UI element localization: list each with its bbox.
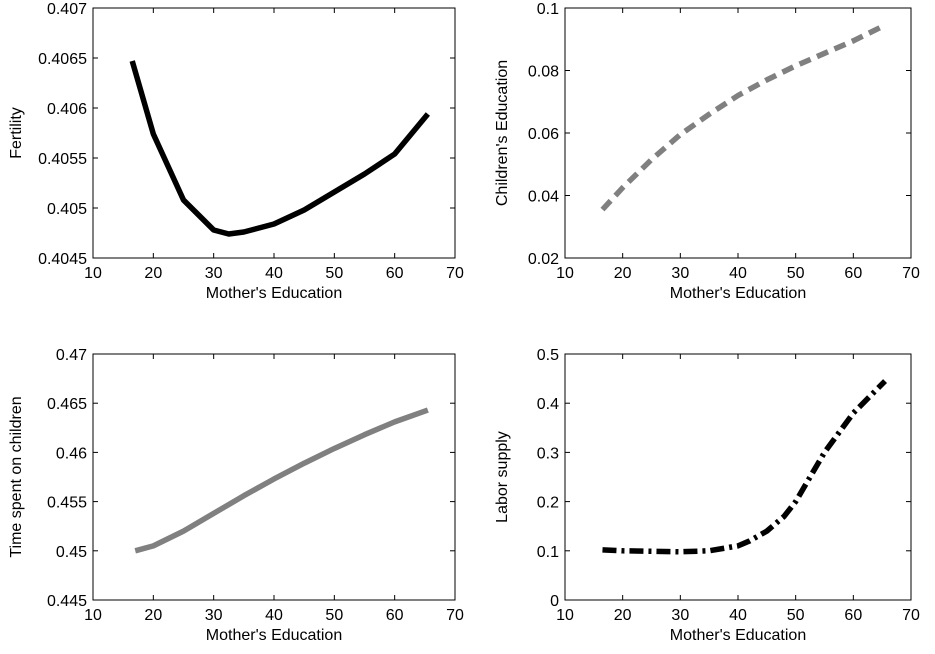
x-tick-label: 50 bbox=[787, 265, 805, 282]
x-tick-label: 20 bbox=[144, 607, 162, 624]
axes-frame bbox=[564, 353, 912, 601]
x-axis-label: Mother's Education bbox=[206, 627, 342, 644]
x-tick-label: 70 bbox=[902, 607, 920, 624]
y-tick-label: 0 bbox=[550, 593, 559, 610]
x-axis-label: Mother's Education bbox=[670, 285, 806, 302]
axes-frame bbox=[564, 7, 912, 259]
x-axis-label: Mother's Education bbox=[670, 627, 806, 644]
y-tick-label: 0.407 bbox=[47, 1, 87, 18]
x-tick-label: 50 bbox=[325, 607, 343, 624]
chart-panel-4: 10 20 30 40 50 60 70 0 0.1 0.2 0.3 0.4 0.5 Mother's E… bbox=[494, 347, 920, 644]
x-tick-label: 10 bbox=[84, 607, 102, 624]
y-tick-label: 0.406 bbox=[47, 101, 87, 118]
x-tick-label: 60 bbox=[386, 607, 404, 624]
y-tick-label: 0.465 bbox=[47, 396, 87, 413]
y-tick-label: 0.46 bbox=[56, 445, 87, 462]
x-tick-label: 20 bbox=[614, 265, 632, 282]
x-tick-label: 40 bbox=[729, 607, 747, 624]
x-tick-label: 10 bbox=[556, 607, 574, 624]
y-tick-label: 0.1 bbox=[537, 544, 559, 561]
y-tick-label: 0.3 bbox=[537, 445, 559, 462]
x-tick-label: 50 bbox=[787, 607, 805, 624]
y-tick-label: 0.08 bbox=[528, 64, 559, 81]
y-tick-label: 0.02 bbox=[528, 251, 559, 268]
y-tick-label: 0.455 bbox=[47, 495, 87, 512]
y-tick-label: 0.04 bbox=[528, 189, 559, 206]
series-line-4-1 bbox=[602, 379, 888, 555]
x-tick-label: 30 bbox=[671, 607, 689, 624]
y-axis-label: Time spent on children bbox=[8, 396, 25, 557]
x-tick-label: 60 bbox=[386, 265, 404, 282]
y-tick-label: 0.2 bbox=[537, 495, 559, 512]
y-tick-label: 0.405 bbox=[47, 201, 87, 218]
x-tick-label: 50 bbox=[325, 265, 343, 282]
y-tick-label: 0.5 bbox=[537, 347, 559, 364]
x-tick-label: 30 bbox=[671, 265, 689, 282]
y-tick-label: 0.445 bbox=[47, 593, 87, 610]
x-tick-label: 30 bbox=[205, 265, 223, 282]
x-tick-label: 60 bbox=[844, 607, 862, 624]
y-tick-label: 0.4045 bbox=[38, 251, 87, 268]
x-tick-label: 70 bbox=[446, 265, 464, 282]
x-tick-label: 70 bbox=[902, 265, 920, 282]
y-tick-label: 0.4055 bbox=[38, 151, 87, 168]
y-tick-label: 0.4 bbox=[537, 396, 559, 413]
x-tick-label: 20 bbox=[144, 265, 162, 282]
y-tick-label: 0.45 bbox=[56, 544, 87, 561]
x-tick-label: 60 bbox=[844, 265, 862, 282]
x-tick-label: 30 bbox=[205, 607, 223, 624]
y-tick-label: 0.47 bbox=[56, 347, 87, 364]
x-tick-label: 10 bbox=[556, 265, 574, 282]
series-line-2-1 bbox=[600, 22, 887, 212]
x-tick-label: 20 bbox=[614, 607, 632, 624]
x-tick-label: 40 bbox=[265, 607, 283, 624]
x-tick-label: 70 bbox=[446, 607, 464, 624]
chart-panel-3: 10 20 30 40 50 60 70 0.445 0.45 0.455 0.46 0.465 0.4… bbox=[8, 347, 464, 644]
y-axis-label: Fertility bbox=[8, 107, 25, 159]
series-line-1-1 bbox=[129, 60, 430, 237]
x-tick-label: 40 bbox=[265, 265, 283, 282]
y-axis-label: Children's Education bbox=[494, 60, 511, 206]
chart-panel-1: 10 20 30 40 50 60 70 0.4045 0.405 0.4055 0.406 0.40… bbox=[8, 1, 464, 302]
series-line-3-1 bbox=[134, 407, 429, 554]
y-axis-label: Labor supply bbox=[494, 431, 511, 523]
x-tick-label: 40 bbox=[729, 265, 747, 282]
chart-panel-2: 10 20 30 40 50 60 70 0.02 0.04 0.06 0.08 0.1 Mother'… bbox=[494, 1, 920, 302]
y-tick-label: 0.06 bbox=[528, 126, 559, 143]
y-tick-label: 0.4065 bbox=[38, 51, 87, 68]
y-tick-label: 0.1 bbox=[537, 1, 559, 18]
axes-frame bbox=[92, 7, 456, 259]
x-axis-label: Mother's Education bbox=[206, 285, 342, 302]
x-tick-label: 10 bbox=[84, 265, 102, 282]
